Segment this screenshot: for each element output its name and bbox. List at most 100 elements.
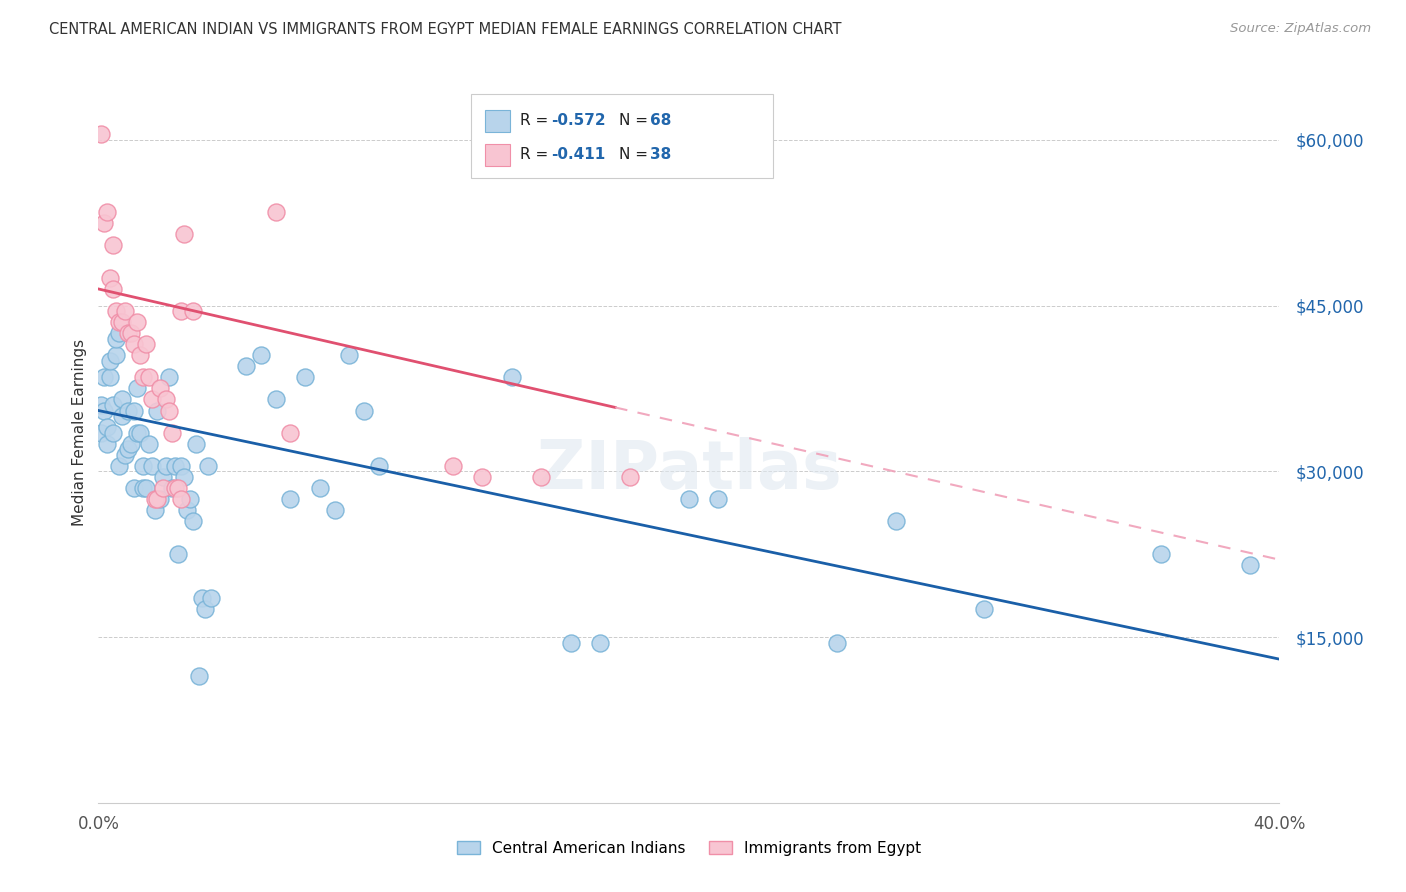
Point	[167, 481, 190, 495]
Point	[105, 304, 128, 318]
Point	[973, 602, 995, 616]
Point	[560, 635, 582, 649]
Point	[98, 271, 121, 285]
Point	[501, 370, 523, 384]
Point	[368, 458, 391, 473]
Point	[122, 337, 145, 351]
Point	[93, 403, 115, 417]
Point	[250, 348, 273, 362]
Point	[339, 348, 361, 362]
Point	[120, 436, 142, 450]
Point	[162, 425, 183, 440]
Point	[132, 481, 155, 495]
Point	[181, 514, 204, 528]
Point	[589, 635, 612, 649]
Point	[90, 425, 112, 440]
Point	[471, 470, 494, 484]
Point	[194, 602, 217, 616]
Point	[98, 353, 121, 368]
Legend: Central American Indians, Immigrants from Egypt: Central American Indians, Immigrants fro…	[451, 835, 927, 862]
Point	[146, 403, 169, 417]
Point	[170, 491, 193, 506]
Text: -0.411: -0.411	[551, 147, 606, 161]
Point	[157, 370, 180, 384]
Point	[187, 669, 209, 683]
Point	[152, 481, 174, 495]
Point	[294, 370, 316, 384]
Point	[155, 458, 177, 473]
Point	[191, 591, 214, 606]
Point	[152, 470, 174, 484]
Point	[114, 304, 136, 318]
Point	[162, 481, 183, 495]
Point	[96, 420, 118, 434]
Point	[117, 442, 139, 457]
Point	[884, 514, 907, 528]
Text: N =: N =	[619, 147, 652, 161]
Point	[173, 227, 195, 241]
Point	[619, 470, 641, 484]
Point	[122, 403, 145, 417]
Point	[309, 481, 332, 495]
Point	[143, 503, 166, 517]
Point	[170, 458, 193, 473]
Point	[135, 481, 157, 495]
Point	[108, 326, 131, 341]
Point	[114, 448, 136, 462]
Point	[111, 315, 134, 329]
Text: -0.572: -0.572	[551, 113, 606, 128]
Point	[146, 491, 169, 506]
Point	[173, 470, 195, 484]
Point	[98, 370, 121, 384]
Point	[141, 392, 163, 407]
Point	[678, 491, 700, 506]
Point	[155, 392, 177, 407]
Point	[122, 481, 145, 495]
Point	[141, 458, 163, 473]
Point	[128, 348, 150, 362]
Point	[132, 370, 155, 384]
Point	[165, 458, 187, 473]
Point	[149, 381, 172, 395]
Point	[707, 491, 730, 506]
Point	[143, 491, 166, 506]
Point	[111, 392, 134, 407]
Point	[441, 458, 464, 473]
Point	[197, 458, 219, 473]
Point	[138, 436, 160, 450]
Point	[280, 491, 302, 506]
Point	[96, 436, 118, 450]
Point	[103, 425, 125, 440]
Point	[103, 237, 125, 252]
Text: 38: 38	[650, 147, 671, 161]
Point	[176, 503, 198, 517]
Point	[200, 591, 222, 606]
Point	[530, 470, 553, 484]
Point	[264, 392, 287, 407]
Text: ZIPatlas: ZIPatlas	[537, 437, 841, 502]
Point	[90, 128, 112, 142]
Point	[120, 326, 142, 341]
Point	[125, 425, 148, 440]
Point	[105, 348, 128, 362]
Point	[323, 503, 346, 517]
Point	[128, 425, 150, 440]
Point	[108, 458, 131, 473]
Text: 68: 68	[650, 113, 671, 128]
Point	[149, 491, 172, 506]
Point	[157, 403, 180, 417]
Point	[181, 304, 204, 318]
Point	[179, 491, 201, 506]
Text: R =: R =	[520, 147, 554, 161]
Text: CENTRAL AMERICAN INDIAN VS IMMIGRANTS FROM EGYPT MEDIAN FEMALE EARNINGS CORRELAT: CENTRAL AMERICAN INDIAN VS IMMIGRANTS FR…	[49, 22, 842, 37]
Point	[184, 436, 207, 450]
Point	[93, 370, 115, 384]
Point	[170, 304, 193, 318]
Point	[93, 216, 115, 230]
Point	[108, 315, 131, 329]
Point	[103, 282, 125, 296]
Point	[96, 204, 118, 219]
Point	[125, 315, 148, 329]
Point	[1239, 558, 1261, 573]
Point	[264, 204, 287, 219]
